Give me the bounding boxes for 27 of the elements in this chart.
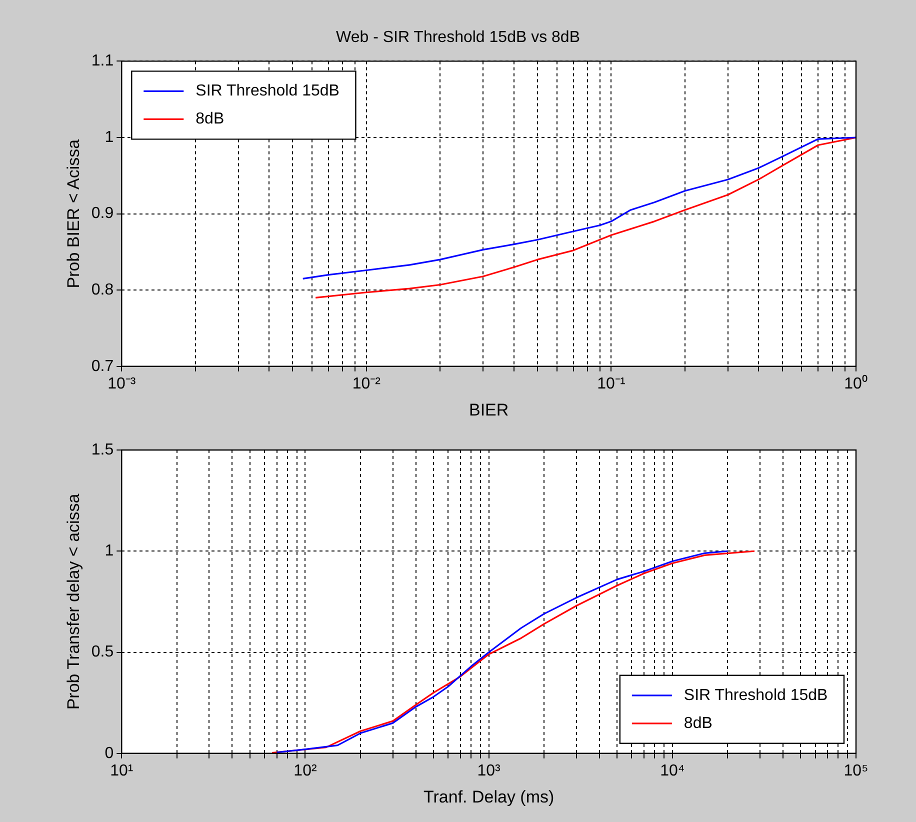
x-tick-label: 10³ xyxy=(477,762,502,780)
x-tick-label: 10⁻³ xyxy=(108,375,136,392)
legend-label: 8dB xyxy=(196,110,224,128)
legend-label: SIR Threshold 15dB xyxy=(684,686,828,704)
y-tick-label: 1.5 xyxy=(91,441,114,458)
x-tick-label: 10¹ xyxy=(110,762,134,780)
x-axis-title: BIER xyxy=(468,400,509,420)
chart-title: Web - SIR Threshold 15dB vs 8dB xyxy=(336,29,580,46)
x-tick-label: 10⁵ xyxy=(844,762,868,780)
legend-label: SIR Threshold 15dB xyxy=(196,82,340,100)
x-tick-label: 10⁻² xyxy=(352,375,382,392)
x-tick-label: 10² xyxy=(294,762,318,780)
y-tick-label: 1.1 xyxy=(91,52,114,70)
y-tick-label: 0.5 xyxy=(91,644,114,661)
x-tick-label: 10⁴ xyxy=(660,762,685,780)
y-axis-title: Prob Transfer delay < acissa xyxy=(64,493,83,710)
x-axis-title: Tranf. Delay (ms) xyxy=(423,787,554,806)
y-tick-label: 0.7 xyxy=(91,358,114,375)
y-tick-label: 0.8 xyxy=(91,282,114,299)
y-tick-label: 0 xyxy=(104,744,114,762)
y-tick-label: 0.9 xyxy=(91,205,114,222)
y-axis-title: Prob BIER < Acissa xyxy=(64,138,83,288)
y-tick-label: 1 xyxy=(104,128,114,146)
legend-label: 8dB xyxy=(684,714,712,732)
y-tick-label: 1 xyxy=(104,542,114,560)
x-tick-label: 10⁰ xyxy=(844,374,868,392)
x-tick-label: 10⁻¹ xyxy=(597,375,626,392)
